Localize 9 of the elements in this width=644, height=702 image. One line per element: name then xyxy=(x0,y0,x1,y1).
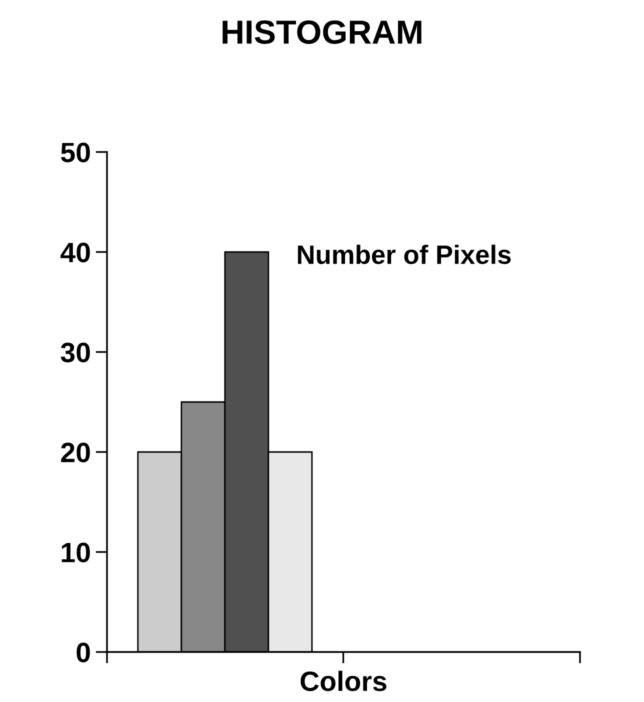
annotation: Number of Pixels xyxy=(298,244,511,264)
x-axis-title: Colors xyxy=(300,670,386,692)
chart-title: HISTOGRAM xyxy=(222,20,422,44)
y-tick-label: 30 xyxy=(60,342,90,362)
y-tick-label: 0 xyxy=(76,642,90,662)
y-tick-label: 20 xyxy=(61,442,90,462)
y-tick-label: 40 xyxy=(60,242,90,262)
y-tick-label: 10 xyxy=(62,542,90,562)
y-tick-label: 50 xyxy=(60,142,90,162)
